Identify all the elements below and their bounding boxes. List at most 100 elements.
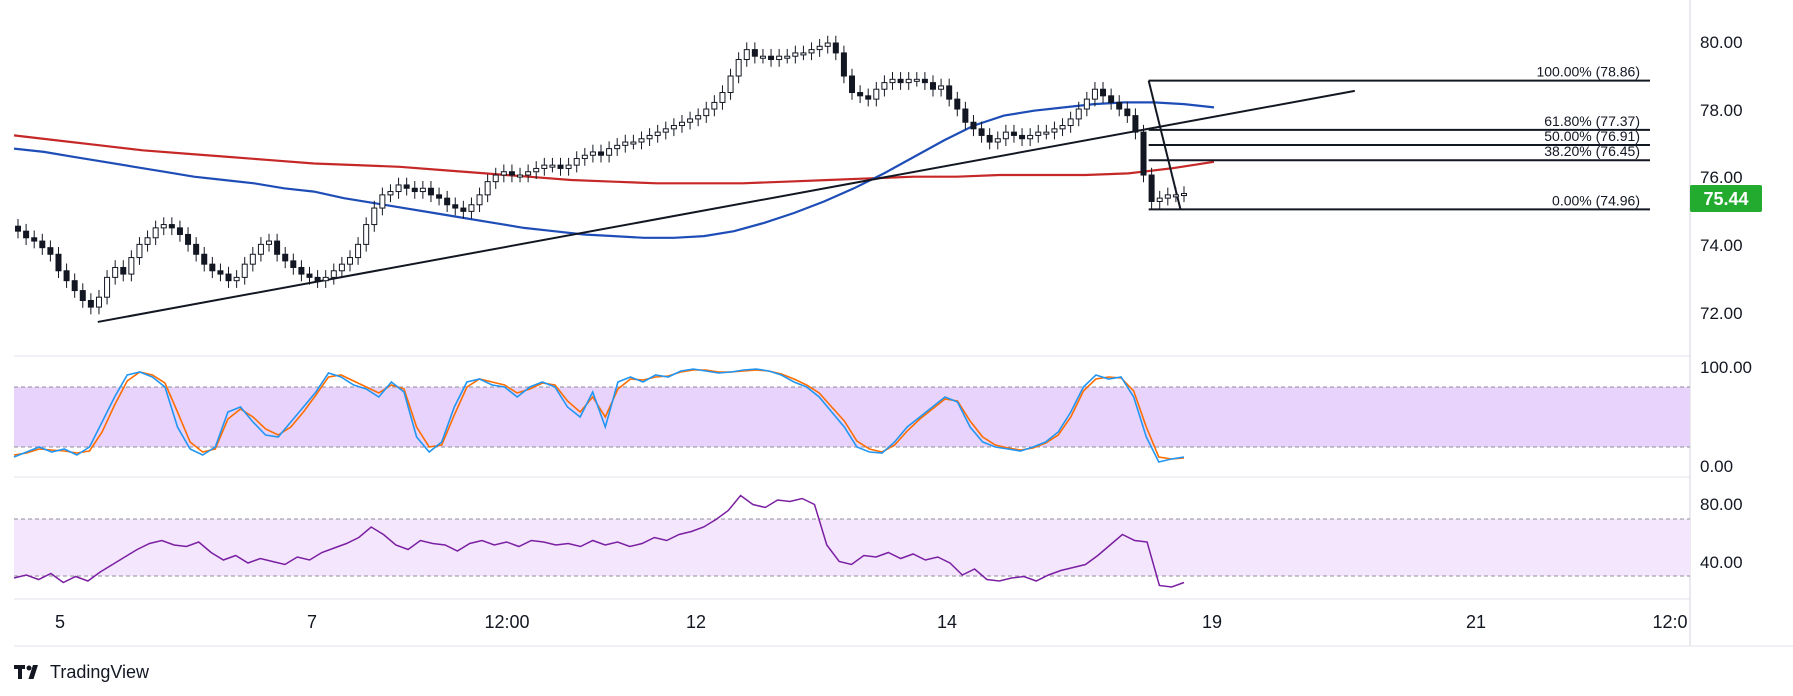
- candle-body: [889, 78, 896, 84]
- candle-body: [986, 134, 993, 143]
- trendlines[interactable]: [97, 80, 1355, 323]
- candle-body: [160, 224, 167, 229]
- tradingview-brand[interactable]: TradingView: [14, 659, 149, 685]
- candle-body: [549, 164, 556, 168]
- candle-body: [581, 154, 588, 160]
- candle-body: [1027, 134, 1034, 140]
- candle-body: [541, 164, 548, 169]
- price-axis[interactable]: 80.00 78.00 76.00 74.00 72.00 75.44: [1690, 33, 1762, 323]
- current-price-badge: 75.44: [1690, 185, 1762, 212]
- candle-body: [913, 78, 920, 82]
- candle-body: [71, 280, 78, 292]
- rsi-tick-40: 40.00: [1700, 553, 1743, 572]
- price-tick-80: 80.00: [1700, 33, 1743, 52]
- candle-body: [1140, 131, 1147, 176]
- candle-body: [573, 158, 580, 166]
- stochastic-axis[interactable]: 100.00 0.00: [1700, 358, 1752, 476]
- candle-body: [654, 131, 661, 136]
- candle-body: [1091, 88, 1098, 100]
- candle-body: [508, 171, 515, 176]
- candle-body: [670, 125, 677, 130]
- time-axis[interactable]: 5 7 12:00 12 14 19 21 12:0: [55, 612, 1688, 632]
- rsi-axis[interactable]: 80.00 40.00: [1700, 495, 1743, 572]
- time-tick-21: 21: [1466, 612, 1486, 632]
- stoch-tick-0: 0.00: [1700, 457, 1733, 476]
- trendline-0: [97, 89, 1355, 323]
- candle-body: [857, 92, 864, 97]
- stochastic-band: [14, 386, 1690, 448]
- price-tick-76: 76.00: [1700, 168, 1743, 187]
- panel-separators: [14, 0, 1793, 647]
- candle-body: [112, 266, 119, 278]
- rsi-indicator: [13, 494, 1185, 588]
- rsi-tick-80: 80.00: [1700, 495, 1743, 514]
- fib-level-label-0: 100.00% (78.86): [1536, 64, 1640, 80]
- candle-body: [565, 164, 572, 169]
- candle-body: [217, 270, 224, 275]
- candle-body: [840, 52, 847, 77]
- candle-body: [209, 263, 216, 272]
- candle-body: [978, 128, 985, 136]
- candle-body: [638, 138, 645, 143]
- candle-body: [1100, 88, 1107, 97]
- candle-body: [606, 148, 613, 156]
- candle-body: [500, 171, 507, 176]
- candle-body: [614, 144, 621, 150]
- candle-body: [104, 276, 111, 298]
- candle-body: [152, 227, 159, 239]
- candle-body: [1124, 108, 1131, 117]
- stoch-k-line: [13, 368, 1185, 463]
- candle-body: [79, 290, 86, 301]
- candle-body: [897, 78, 904, 84]
- moving-averages: [13, 101, 1215, 239]
- candle-body: [808, 49, 815, 54]
- candle-body: [201, 253, 208, 265]
- candle-body: [598, 151, 604, 156]
- candle-body: [47, 247, 54, 255]
- candle-body: [468, 204, 475, 212]
- candle-body: [646, 134, 653, 140]
- candle-body: [1083, 98, 1090, 110]
- candle-body: [282, 253, 289, 262]
- candle-body: [15, 225, 21, 232]
- candle-body: [938, 85, 945, 90]
- candle-body: [703, 108, 710, 117]
- candle-body: [460, 207, 467, 212]
- candle-body: [1067, 118, 1074, 127]
- ma-long-line: [13, 134, 1215, 185]
- candle-body: [363, 224, 370, 245]
- candle-body: [1043, 131, 1050, 135]
- candle-body: [1002, 131, 1009, 140]
- candle-body: [1172, 194, 1179, 198]
- candle-body: [994, 138, 1001, 143]
- candle-body: [954, 98, 961, 110]
- candle-body: [1035, 131, 1042, 136]
- time-tick-7: 7: [307, 612, 317, 632]
- current-price-label: 75.44: [1703, 189, 1748, 209]
- candle-body: [492, 174, 499, 183]
- fib-level-label-3: 38.20% (76.45): [1544, 143, 1640, 159]
- price-tick-78: 78.00: [1700, 101, 1743, 120]
- candle-body: [946, 85, 953, 100]
- candle-body: [832, 42, 839, 54]
- candle-body: [395, 184, 402, 193]
- candle-body: [1148, 174, 1155, 202]
- fib-level-label-2: 50.00% (76.91): [1544, 128, 1640, 144]
- candle-body: [144, 237, 151, 245]
- candle-body: [95, 296, 102, 308]
- candle-body: [322, 276, 329, 282]
- candle-body: [743, 49, 750, 61]
- candle-body: [630, 141, 637, 145]
- fibonacci-retracement[interactable]: 100.00% (78.86) 61.80% (77.37)50.00% (76.…: [1148, 64, 1650, 211]
- ma-short-line: [13, 101, 1215, 239]
- time-tick-19: 19: [1202, 612, 1222, 632]
- candle-body: [921, 78, 928, 84]
- candle-body: [168, 224, 175, 229]
- candle-body: [346, 257, 353, 265]
- candle-body: [452, 204, 459, 209]
- fib-level-label-1: 61.80% (77.37): [1544, 113, 1640, 129]
- candle-body: [1075, 108, 1082, 120]
- candle-body: [411, 187, 418, 193]
- candle-body: [929, 82, 936, 90]
